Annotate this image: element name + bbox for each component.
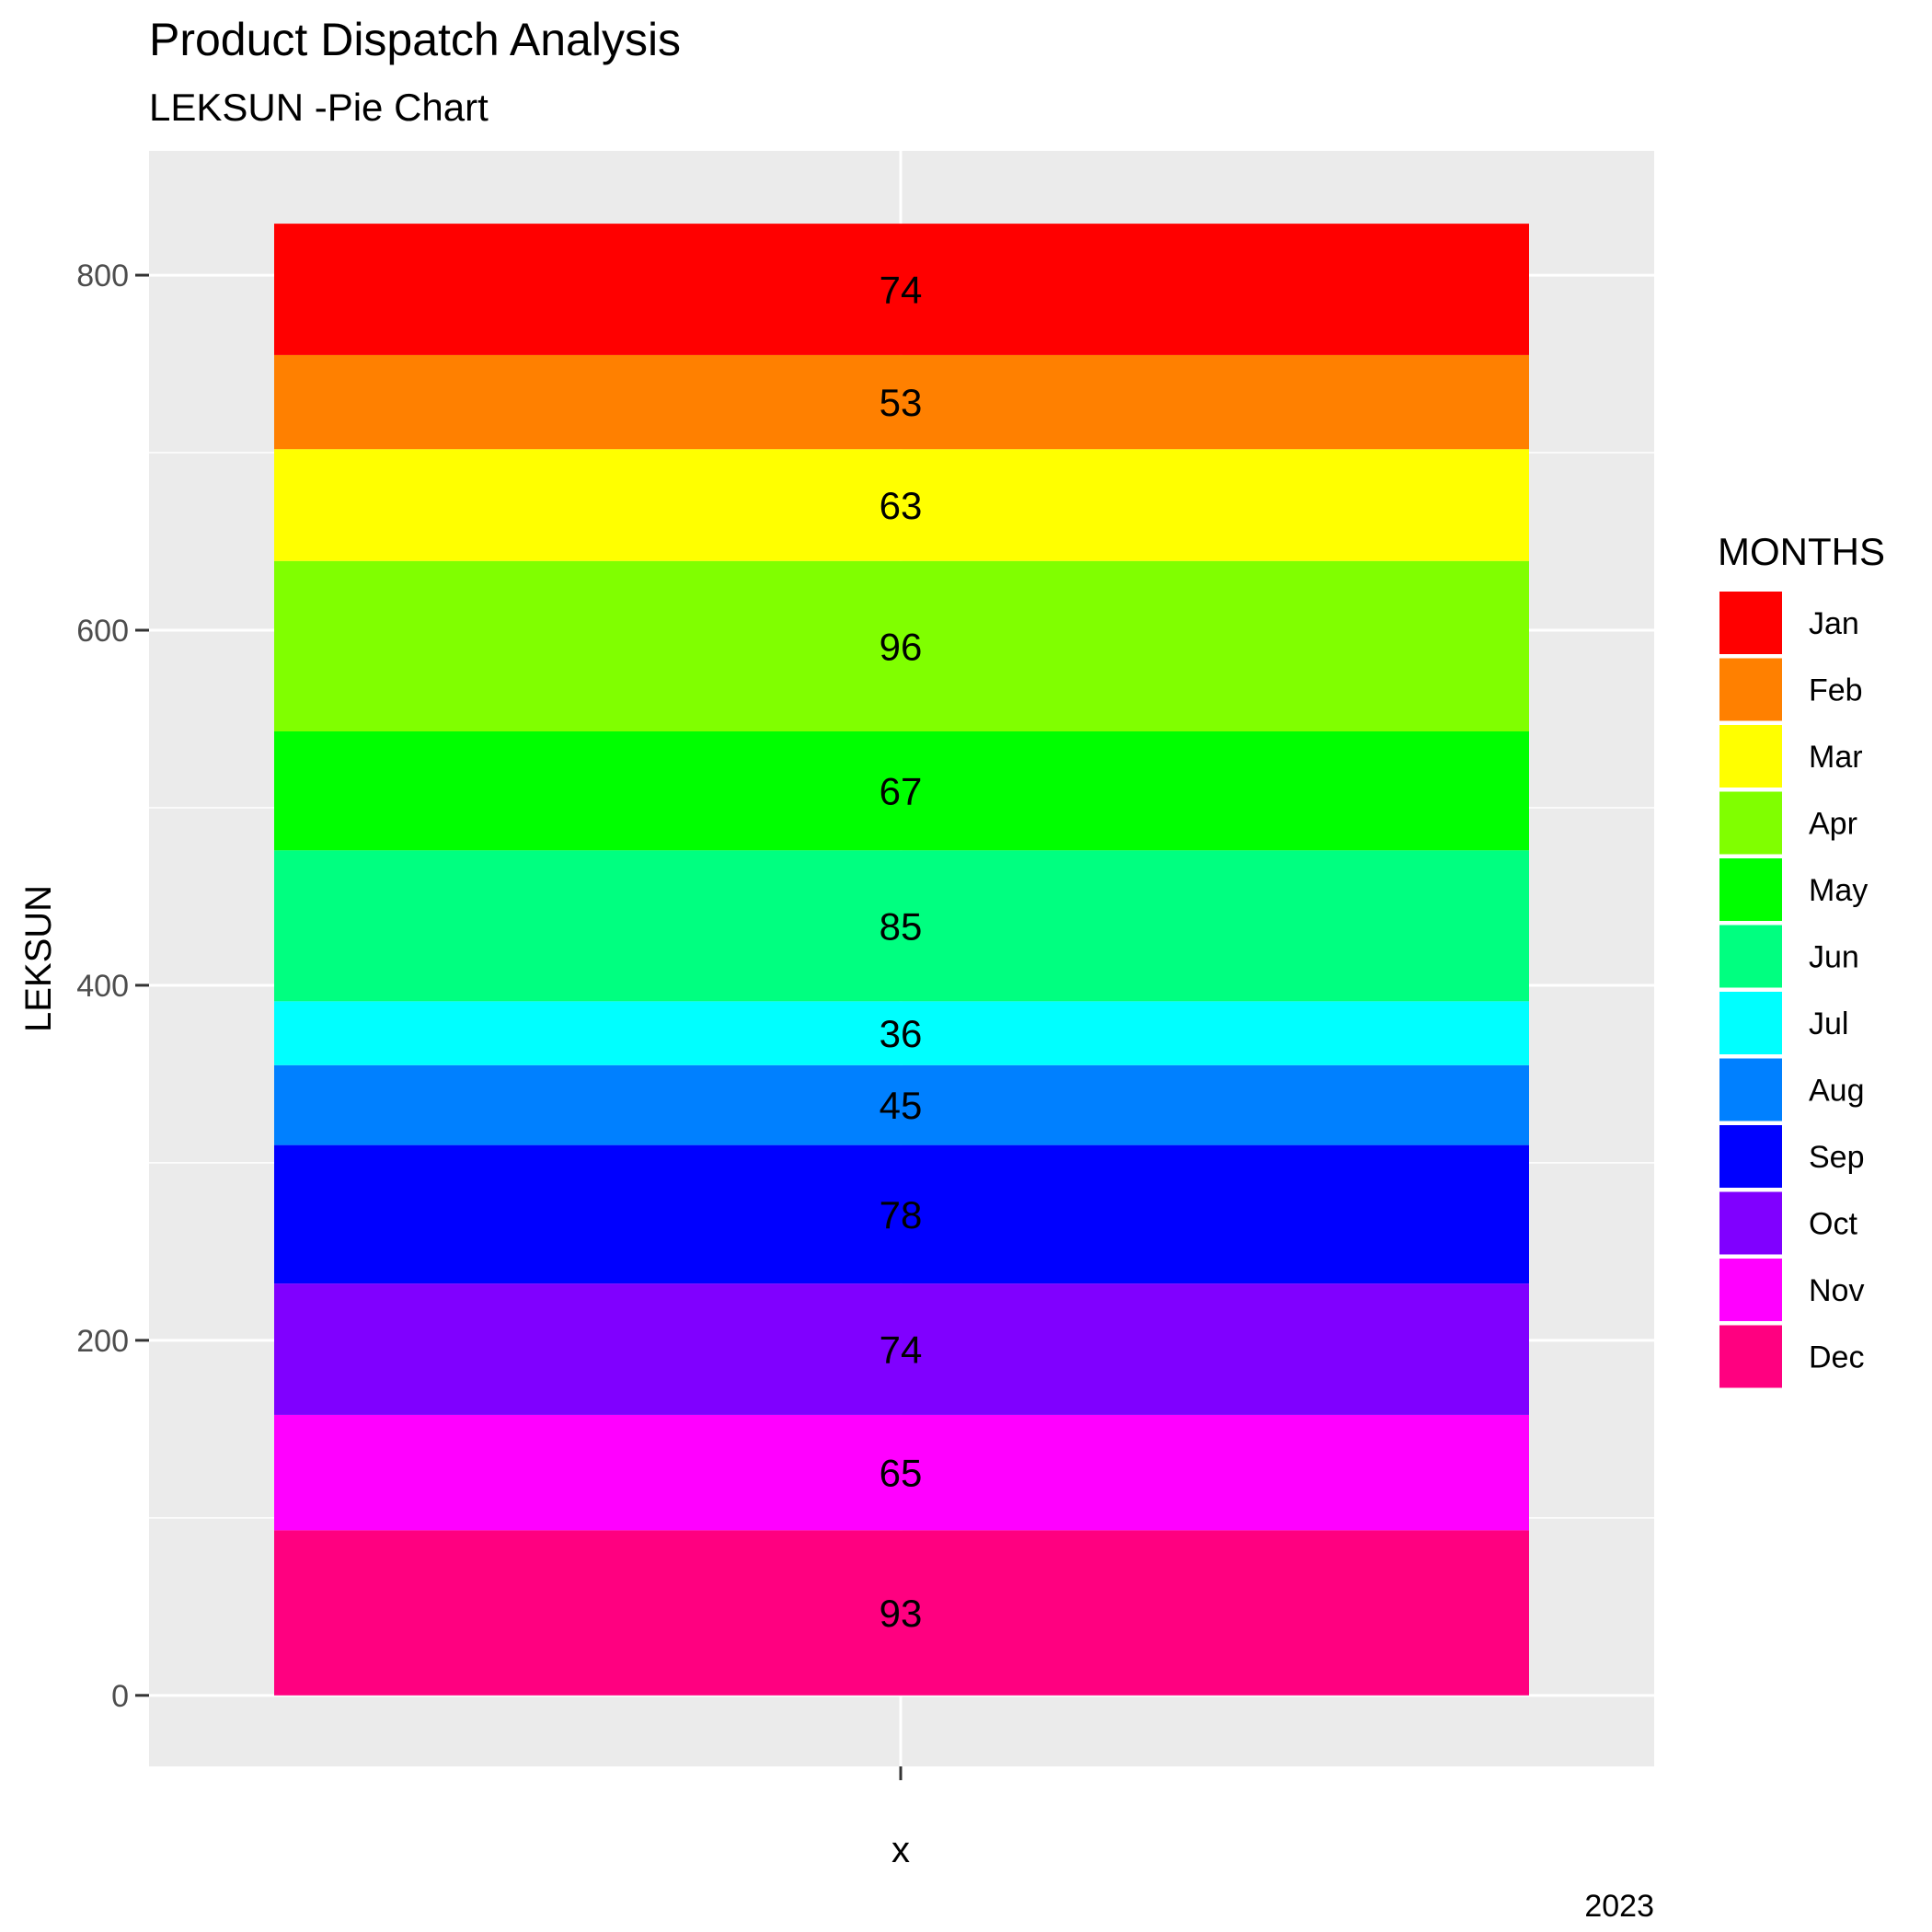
legend-key-dec: [1719, 1325, 1782, 1388]
y-tick-label: 0: [111, 1679, 129, 1714]
legend-title: MONTHS: [1718, 530, 1885, 573]
legend-key-jun: [1719, 925, 1782, 988]
y-axis: 0 200 400 600 800: [76, 259, 149, 1714]
chart-caption: 2023: [1584, 1889, 1654, 1924]
legend-key-aug: [1719, 1058, 1782, 1121]
legend-label-jul: Jul: [1809, 1006, 1848, 1041]
chart-title: Product Dispatch Analysis: [149, 14, 681, 65]
y-axis-label: LEKSUN: [18, 885, 59, 1032]
y-tick-label: 200: [76, 1324, 129, 1359]
data-label-oct: 74: [880, 1328, 923, 1372]
legend-label-may: May: [1809, 873, 1868, 908]
legend-label-feb: Feb: [1809, 673, 1863, 708]
bar-segment-jul: [274, 1001, 1529, 1065]
data-label-may: 67: [880, 770, 923, 813]
data-label-jan: 74: [880, 269, 923, 312]
bar-segment-jan: [274, 224, 1529, 355]
legend-label-aug: Aug: [1809, 1074, 1865, 1109]
legend-key-jan: [1719, 592, 1782, 654]
bar-segment-nov: [274, 1414, 1529, 1531]
chart-subtitle: LEKSUN -Pie Chart: [149, 86, 489, 129]
data-label-feb: 53: [880, 381, 923, 424]
data-labels: 93 65 74 78 45 36 85 67 96 63 53 74: [880, 269, 923, 1636]
bar-segment-feb: [274, 354, 1529, 450]
legend-label-sep: Sep: [1809, 1140, 1865, 1175]
bar-segment-apr: [274, 560, 1529, 732]
data-label-nov: 65: [880, 1452, 923, 1495]
legend-label-apr: Apr: [1809, 807, 1857, 842]
legend-key-apr: [1719, 791, 1782, 855]
data-label-jul: 36: [880, 1012, 923, 1055]
legend-label-mar: Mar: [1809, 740, 1863, 775]
bar-segment-oct: [274, 1283, 1529, 1415]
data-label-dec: 93: [880, 1592, 923, 1635]
legend-label-jan: Jan: [1809, 606, 1859, 641]
legend-label-nov: Nov: [1809, 1273, 1864, 1308]
bar-segment-mar: [274, 449, 1529, 561]
legend-key-nov: [1719, 1259, 1782, 1321]
bar-segment-sep: [274, 1144, 1529, 1284]
data-label-jun: 85: [880, 904, 923, 948]
y-tick-label: 400: [76, 969, 129, 1004]
bar-segment-jun: [274, 850, 1529, 1002]
legend-key-mar: [1719, 725, 1782, 788]
legend-key-may: [1719, 858, 1782, 921]
bar-segment-dec: [274, 1530, 1529, 1696]
data-label-mar: 63: [880, 484, 923, 527]
legend: MONTHS Jan Feb Mar Apr May Jun Jul Aug Sep Oct Nov…: [1718, 530, 1885, 1388]
legend-key-feb: [1719, 658, 1782, 721]
legend-label-dec: Dec: [1809, 1340, 1864, 1375]
legend-key-oct: [1719, 1191, 1782, 1255]
legend-key-sep: [1719, 1125, 1782, 1188]
data-label-sep: 78: [880, 1193, 923, 1236]
legend-label-oct: Oct: [1809, 1207, 1857, 1242]
data-label-aug: 45: [880, 1084, 923, 1127]
stacked-bar: [274, 224, 1529, 1696]
legend-key-jul: [1719, 992, 1782, 1054]
bar-segment-aug: [274, 1064, 1529, 1145]
legend-label-jun: Jun: [1809, 940, 1859, 975]
y-tick-label: 800: [76, 259, 129, 293]
x-axis-label: x: [891, 1830, 910, 1870]
bar-segment-may: [274, 731, 1529, 851]
data-label-apr: 96: [880, 625, 923, 668]
y-tick-label: 600: [76, 614, 129, 649]
